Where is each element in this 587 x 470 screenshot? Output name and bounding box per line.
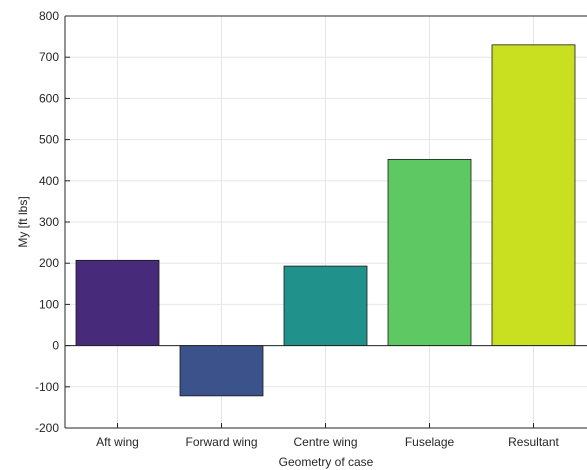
y-tick-labels: -200 -100 0 100 200 300 400 500 600 700 800 [35,9,59,435]
bar-fuselage [387,158,472,347]
y-tick-label: 500 [39,133,59,147]
y-tick-label: 0 [52,339,59,353]
y-tick-label: 800 [39,9,59,23]
bars [75,44,576,397]
x-axis-label: Geometry of case [279,455,374,469]
y-tick-label: -200 [35,421,59,435]
x-tick-labels: Aft wing Forward wing Centre wing Fuselage R… [96,435,559,449]
axes [64,15,587,429]
y-tick-label: 600 [39,91,59,105]
y-tick-label: 400 [39,174,59,188]
x-tick-label: Fuselage [405,435,455,449]
x-tick-label: Forward wing [185,435,257,449]
y-tick-label: 200 [39,256,59,270]
y-axis-label: My [ft lbs] [16,196,30,247]
x-tick-label: Resultant [508,435,559,449]
bar-aft-wing [75,259,160,347]
bar-centre-wing [283,265,368,347]
x-tick-label: Aft wing [96,435,139,449]
x-tick-label: Centre wing [293,435,357,449]
bar-forward-wing [179,345,264,397]
y-tick-label: 300 [39,215,59,229]
y-tick-label: -100 [35,380,59,394]
bar-resultant [491,44,576,347]
y-tick-label: 100 [39,297,59,311]
y-tick-label: 700 [39,50,59,64]
